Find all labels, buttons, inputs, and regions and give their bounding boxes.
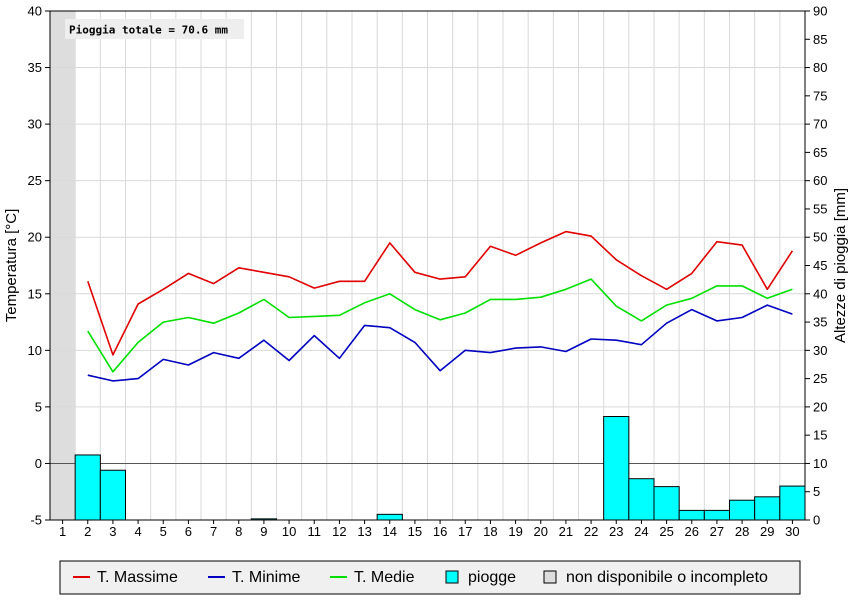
y-tick-label: 0: [35, 456, 42, 471]
x-tick-label: 1: [59, 524, 66, 539]
y2-tick-label: 45: [813, 258, 827, 273]
y-tick-label: 35: [28, 60, 42, 75]
x-tick-label: 3: [109, 524, 116, 539]
y-tick-label: 25: [28, 173, 42, 188]
annotation-box: [65, 19, 244, 39]
legend-label: T. Minime: [232, 569, 301, 586]
rain-bar: [653, 486, 680, 521]
rain-bar: [703, 509, 730, 521]
rain-bar: [729, 499, 756, 521]
x-tick-label: 16: [433, 524, 447, 539]
x-tick-label: 5: [160, 524, 167, 539]
y2-tick-label: 30: [813, 343, 827, 358]
x-tick-label: 23: [609, 524, 623, 539]
x-tick-label: 22: [584, 524, 598, 539]
y2-tick-label: 35: [813, 315, 827, 330]
x-tick-label: 20: [534, 524, 548, 539]
x-tick-label: 15: [408, 524, 422, 539]
y2-tick-label: 70: [813, 117, 827, 132]
y2-tick-label: 55: [813, 201, 827, 216]
legend-label: T. Medie: [354, 569, 415, 586]
legend-label: T. Massime: [97, 569, 178, 586]
x-tick-label: 27: [710, 524, 724, 539]
y2-axis-title: Altezze di pioggia [mm]: [832, 188, 849, 343]
y2-tick-label: 15: [813, 428, 827, 443]
y2-tick-label: 5: [813, 484, 820, 499]
x-tick-label: 17: [458, 524, 472, 539]
y2-tick-label: 40: [813, 286, 827, 301]
rain-bar: [99, 469, 127, 521]
rain-bar: [628, 478, 655, 521]
y2-tick-label: 50: [813, 230, 827, 245]
x-tick-label: 10: [282, 524, 296, 539]
rain-bar: [678, 509, 705, 521]
x-tick-label: 14: [383, 524, 397, 539]
x-tick-label: 28: [735, 524, 749, 539]
y-tick-label: 20: [28, 230, 42, 245]
x-tick-label: 24: [634, 524, 648, 539]
x-tick-label: 25: [659, 524, 673, 539]
y-tick-label: 15: [28, 286, 42, 301]
rain-bar: [603, 416, 630, 521]
y-tick-label: 5: [35, 399, 42, 414]
series-line-2: [87, 278, 793, 373]
x-tick-label: 13: [357, 524, 371, 539]
x-tick-label: 29: [760, 524, 774, 539]
x-tick-label: 8: [235, 524, 242, 539]
y2-tick-label: 75: [813, 88, 827, 103]
legend-swatch-box: [445, 570, 459, 584]
legend-swatch-box: [543, 570, 557, 584]
legend-box: [59, 560, 801, 595]
y2-tick-label: 60: [813, 173, 827, 188]
y2-tick-label: 0: [813, 513, 820, 528]
x-tick-label: 6: [185, 524, 192, 539]
y2-tick-label: 85: [813, 32, 827, 47]
x-tick-label: 26: [685, 524, 699, 539]
unavailable-band: [50, 11, 76, 520]
series-line-0: [87, 230, 794, 356]
rain-bar: [74, 454, 101, 521]
y-tick-label: 30: [28, 117, 42, 132]
legend-label: piogge: [468, 569, 516, 586]
rain-bar: [754, 496, 781, 521]
rain-bar: [779, 485, 806, 521]
y-tick-label: 40: [28, 4, 42, 19]
x-tick-label: 4: [134, 524, 141, 539]
y2-tick-label: 20: [813, 399, 827, 414]
y2-tick-label: 10: [813, 456, 827, 471]
x-tick-label: 7: [210, 524, 217, 539]
x-tick-label: 18: [483, 524, 497, 539]
x-tick-label: 9: [260, 524, 267, 539]
x-tick-label: 11: [308, 524, 322, 539]
y2-tick-label: 25: [813, 371, 827, 386]
y-tick-label: -5: [30, 513, 42, 528]
annotation-text: Pioggia totale = 70.6 mm: [69, 24, 228, 37]
x-tick-label: 12: [332, 524, 346, 539]
y2-tick-label: 90: [813, 4, 827, 19]
rain-bar: [376, 513, 403, 521]
series-line-1: [87, 304, 793, 382]
y-tick-label: 10: [28, 343, 42, 358]
y2-tick-label: 80: [813, 60, 827, 75]
x-tick-label: 2: [84, 524, 91, 539]
legend-label: non disponibile o incompleto: [566, 569, 768, 586]
y-axis-title: Temperatura [°C]: [3, 209, 20, 323]
y2-tick-label: 65: [813, 145, 827, 160]
x-tick-label: 30: [785, 524, 799, 539]
x-tick-label: 19: [508, 524, 522, 539]
x-tick-label: 21: [559, 524, 573, 539]
